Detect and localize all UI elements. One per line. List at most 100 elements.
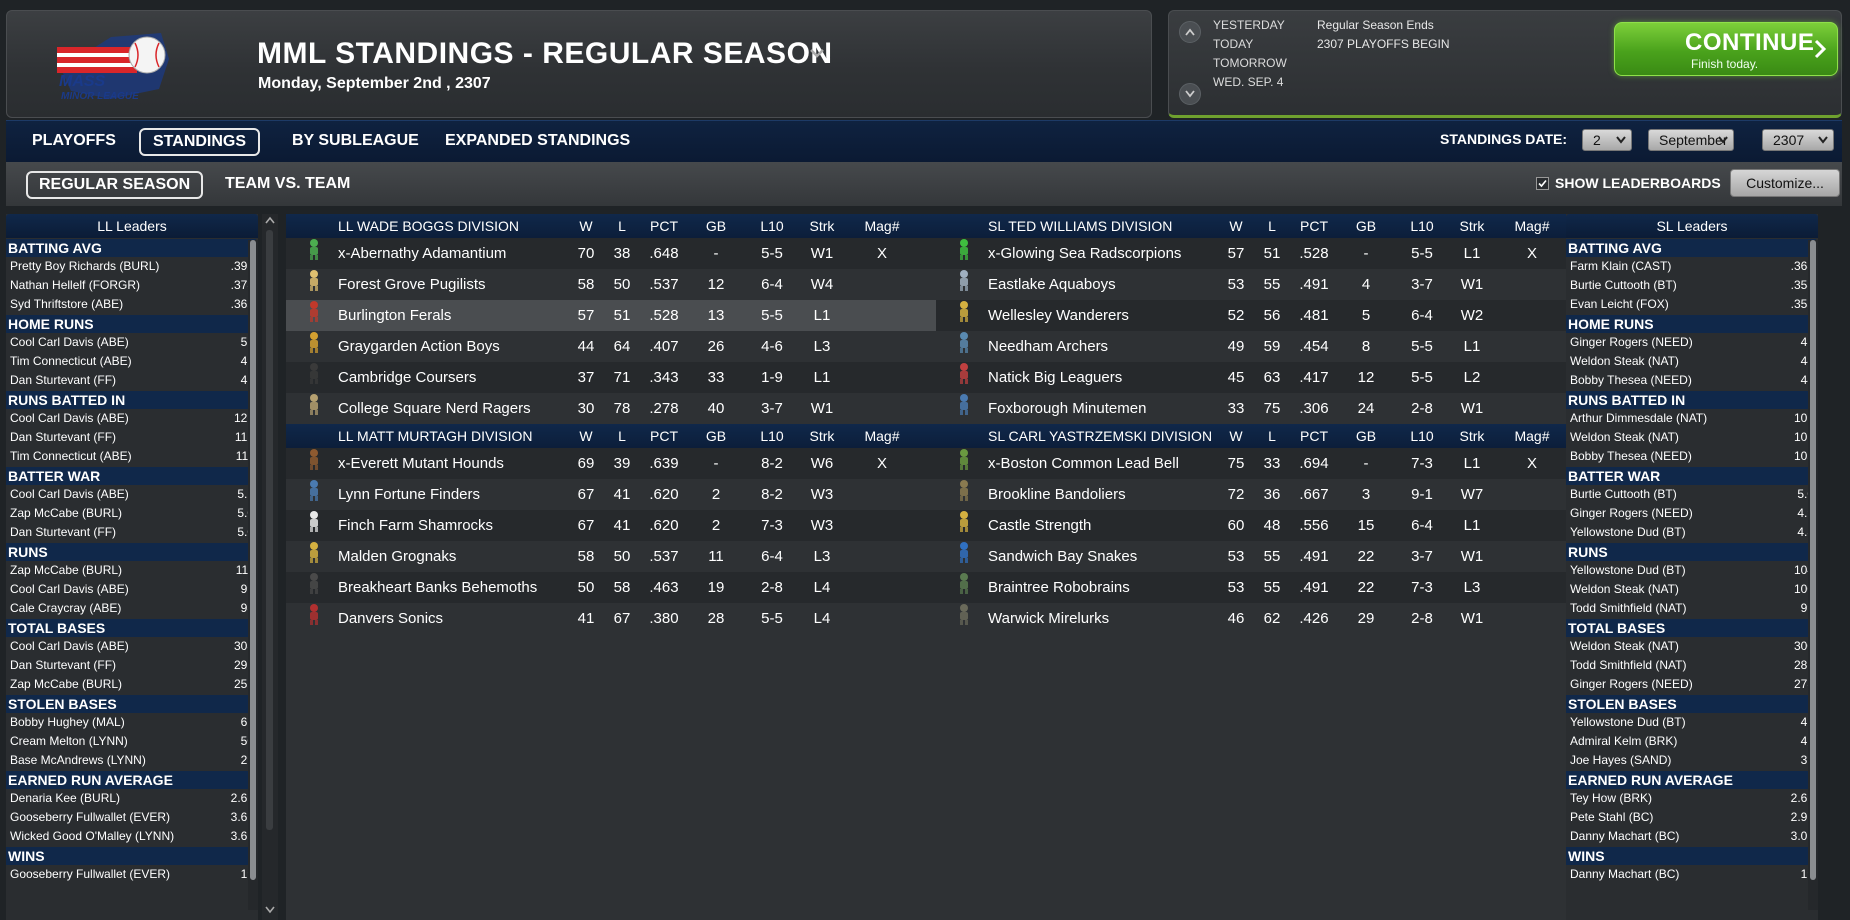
team-name[interactable]: x-Glowing Sea Radscorpions xyxy=(988,245,1182,262)
leader-row[interactable]: Gooseberry Fullwallet (EVER) 3.66 xyxy=(6,808,256,827)
column-header-pct[interactable]: PCT xyxy=(1300,218,1328,234)
column-header-w[interactable]: W xyxy=(1229,218,1243,234)
leader-row[interactable]: Dan Sturtevant (FF)48 xyxy=(6,371,256,390)
team-name[interactable]: Needham Archers xyxy=(988,338,1109,355)
leaders-scrollbar-thumb[interactable] xyxy=(1810,240,1816,880)
team-name[interactable]: Eastlake Aquaboys xyxy=(988,276,1116,293)
column-header-w[interactable]: W xyxy=(579,428,593,444)
year-select[interactable]: 2307 xyxy=(1762,129,1834,151)
tab-playoffs[interactable]: PLAYOFFS xyxy=(32,132,116,149)
tab-by-subleague[interactable]: BY SUBLEAGUE xyxy=(292,132,419,149)
column-header-mag[interactable]: Mag# xyxy=(1514,428,1550,444)
leaders-scrollbar[interactable] xyxy=(248,240,258,910)
leader-row[interactable]: Admiral Kelm (BRK)46 xyxy=(1566,732,1816,751)
standings-row[interactable]: Foxborough Minutemen 33 75 .306 24 2-8 W1 xyxy=(936,393,1586,424)
column-header-gb[interactable]: GB xyxy=(1355,428,1377,444)
team-name[interactable]: x-Boston Common Lead Bell xyxy=(988,455,1179,472)
standings-row[interactable]: Sandwich Bay Snakes 53 55 .491 22 3-7 W1 xyxy=(936,541,1586,572)
leader-row[interactable]: Todd Smithfield (NAT)99 xyxy=(1566,599,1816,618)
team-name[interactable]: Finch Farm Shamrocks xyxy=(338,517,494,534)
column-header-l[interactable]: L xyxy=(1268,428,1276,444)
leader-row[interactable]: Tim Connecticut (ABE)49 xyxy=(6,352,256,371)
leader-row[interactable]: Farm Klain (CAST) .368 xyxy=(1566,257,1816,276)
column-header-gb[interactable]: GB xyxy=(1355,218,1377,234)
standings-row[interactable]: Burlington Ferals 57 51 .528 13 5-5 L1 xyxy=(286,300,936,331)
column-header-pct[interactable]: PCT xyxy=(650,218,678,234)
column-header-strk[interactable]: Strk xyxy=(1459,218,1485,234)
leader-row[interactable]: Danny Machart (BC)19 xyxy=(1566,865,1816,884)
customize-button[interactable]: Customize... xyxy=(1730,169,1840,197)
leader-row[interactable]: Ginger Rogers (NEED)48 xyxy=(1566,333,1816,352)
standings-row[interactable]: x-Boston Common Lead Bell 75 33 .694 - 7-3 L1 X xyxy=(936,448,1586,479)
team-name[interactable]: Malden Grognaks xyxy=(338,548,457,565)
column-header-mag[interactable]: Mag# xyxy=(1514,218,1550,234)
leader-row[interactable]: Weldon Steak (NAT) 100 xyxy=(1566,580,1816,599)
leader-row[interactable]: Weldon Steak (NAT) 300 xyxy=(1566,637,1816,656)
team-name[interactable]: Braintree Robobrains xyxy=(988,579,1130,596)
column-header-gb[interactable]: GB xyxy=(705,218,727,234)
standings-row[interactable]: Natick Big Leaguers 45 63 .417 12 5-5 L2 xyxy=(936,362,1586,393)
tab-team-vs-team[interactable]: TEAM VS. TEAM xyxy=(225,175,351,192)
calendar-day[interactable]: TOMORROW xyxy=(1213,56,1287,70)
chevron-up-icon[interactable] xyxy=(265,216,275,224)
continue-button[interactable]: CONTINUE Finish today. xyxy=(1614,22,1838,76)
leader-row[interactable]: Cool Carl Davis (ABE) 127 xyxy=(6,409,256,428)
leader-row[interactable]: Zap McCabe (BURL) 5.0 xyxy=(6,504,256,523)
team-name[interactable]: Foxborough Minutemen xyxy=(988,400,1147,417)
tab-regular-season[interactable]: REGULAR SEASON xyxy=(26,171,204,199)
leader-row[interactable]: Syd Thriftstore (ABE) .365 xyxy=(6,295,256,314)
team-name[interactable]: Cambridge Coursers xyxy=(338,369,477,386)
leader-row[interactable]: Bobby Hughey (MAL)61 xyxy=(6,713,256,732)
leader-row[interactable]: Evan Leicht (FOX) .353 xyxy=(1566,295,1816,314)
calendar-day[interactable]: YESTERDAY xyxy=(1213,18,1285,32)
column-header-l[interactable]: L xyxy=(618,428,626,444)
leader-row[interactable]: Cool Carl Davis (ABE)99 xyxy=(6,580,256,599)
chevron-down-icon[interactable] xyxy=(1179,83,1201,105)
standings-row[interactable]: x-Glowing Sea Radscorpions 57 51 .528 - 5-5 L1… xyxy=(936,238,1586,269)
leader-row[interactable]: Ginger Rogers (NEED) 4.9 xyxy=(1566,504,1816,523)
standings-row[interactable]: Finch Farm Shamrocks 67 41 .620 2 7-3 W3 xyxy=(286,510,936,541)
column-header-strk[interactable]: Strk xyxy=(809,428,835,444)
leader-row[interactable]: Denaria Kee (BURL) 2.69 xyxy=(6,789,256,808)
tab-expanded-standings[interactable]: EXPANDED STANDINGS xyxy=(445,132,631,149)
team-name[interactable]: x-Everett Mutant Hounds xyxy=(338,455,504,472)
leader-row[interactable]: Burtie Cuttooth (BT) 5.0 xyxy=(1566,485,1816,504)
leader-row[interactable]: Pretty Boy Richards (BURL) .392 xyxy=(6,257,256,276)
column-header-w[interactable]: W xyxy=(1229,428,1243,444)
column-header-pct[interactable]: PCT xyxy=(650,428,678,444)
standings-row[interactable]: Lynn Fortune Finders 67 41 .620 2 8-2 W3 xyxy=(286,479,936,510)
standings-row[interactable]: Graygarden Action Boys 44 64 .407 26 4-6 L3 xyxy=(286,331,936,362)
calendar-day[interactable]: TODAY xyxy=(1213,37,1254,51)
column-header-pct[interactable]: PCT xyxy=(1300,428,1328,444)
standings-row[interactable]: Danvers Sonics 41 67 .380 28 5-5 L4 xyxy=(286,603,936,634)
leader-row[interactable]: Dan Sturtevant (FF) 291 xyxy=(6,656,256,675)
team-name[interactable]: Castle Strength xyxy=(988,517,1092,534)
standings-row[interactable]: Wellesley Wanderers 52 56 .481 5 6-4 W2 xyxy=(936,300,1586,331)
column-header-l[interactable]: L xyxy=(618,218,626,234)
leader-row[interactable]: Weldon Steak (NAT)44 xyxy=(1566,352,1816,371)
team-name[interactable]: Danvers Sonics xyxy=(338,610,444,627)
month-select[interactable]: September xyxy=(1648,129,1734,151)
leader-row[interactable]: Base McAndrews (LYNN)29 xyxy=(6,751,256,770)
column-header-l10[interactable]: L10 xyxy=(1410,428,1434,444)
standings-row[interactable]: x-Abernathy Adamantium 70 38 .648 - 5-5 W1 X xyxy=(286,238,936,269)
team-name[interactable]: Lynn Fortune Finders xyxy=(338,486,481,503)
left-scrollbar-thumb[interactable] xyxy=(266,230,273,830)
team-name[interactable]: Breakheart Banks Behemoths xyxy=(338,579,538,596)
team-name[interactable]: Warwick Mirelurks xyxy=(988,610,1110,627)
leader-row[interactable]: Weldon Steak (NAT) 106 xyxy=(1566,428,1816,447)
standings-row[interactable]: Malden Grognaks 58 50 .537 11 6-4 L3 xyxy=(286,541,936,572)
leader-row[interactable]: Todd Smithfield (NAT) 281 xyxy=(1566,656,1816,675)
show-leaderboards-toggle[interactable]: SHOW LEADERBOARDS xyxy=(1536,175,1721,191)
column-header-mag[interactable]: Mag# xyxy=(864,428,900,444)
column-header-gb[interactable]: GB xyxy=(705,428,727,444)
column-header-l10[interactable]: L10 xyxy=(760,218,784,234)
standings-row[interactable]: Breakheart Banks Behemoths 50 58 .463 19 2-8 L… xyxy=(286,572,936,603)
leader-row[interactable]: Arthur Dimmesdale (NAT) 107 xyxy=(1566,409,1816,428)
leader-row[interactable]: Tim Connecticut (ABE) 111 xyxy=(6,447,256,466)
tab-standings[interactable]: STANDINGS xyxy=(139,128,261,156)
calendar-day[interactable]: WED. SEP. 4 xyxy=(1213,75,1284,89)
leader-row[interactable]: Cool Carl Davis (ABE) 308 xyxy=(6,637,256,656)
column-header-w[interactable]: W xyxy=(579,218,593,234)
leader-row[interactable]: Danny Machart (BC) 3.06 xyxy=(1566,827,1816,846)
